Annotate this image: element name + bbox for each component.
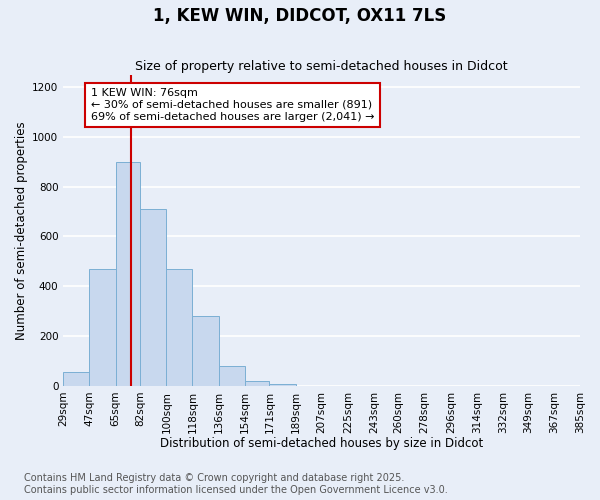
X-axis label: Distribution of semi-detached houses by size in Didcot: Distribution of semi-detached houses by … (160, 437, 483, 450)
Bar (218, 366, 245, 386)
Y-axis label: Number of semi-detached properties: Number of semi-detached properties (15, 121, 28, 340)
Text: 1 KEW WIN: 76sqm
← 30% of semi-detached houses are smaller (891)
69% of semi-det: 1 KEW WIN: 76sqm ← 30% of semi-detached … (91, 88, 374, 122)
Bar (140, 209, 166, 386)
Bar (89, 269, 116, 386)
Text: 1, KEW WIN, DIDCOT, OX11 7LS: 1, KEW WIN, DIDCOT, OX11 7LS (154, 8, 446, 26)
Bar (245, 382, 269, 386)
Bar (166, 269, 193, 386)
Bar (269, 384, 296, 386)
Bar (63, 372, 89, 386)
Bar (193, 316, 218, 386)
Title: Size of property relative to semi-detached houses in Didcot: Size of property relative to semi-detach… (136, 60, 508, 74)
Bar (116, 162, 140, 386)
Text: Contains HM Land Registry data © Crown copyright and database right 2025.
Contai: Contains HM Land Registry data © Crown c… (24, 474, 448, 495)
